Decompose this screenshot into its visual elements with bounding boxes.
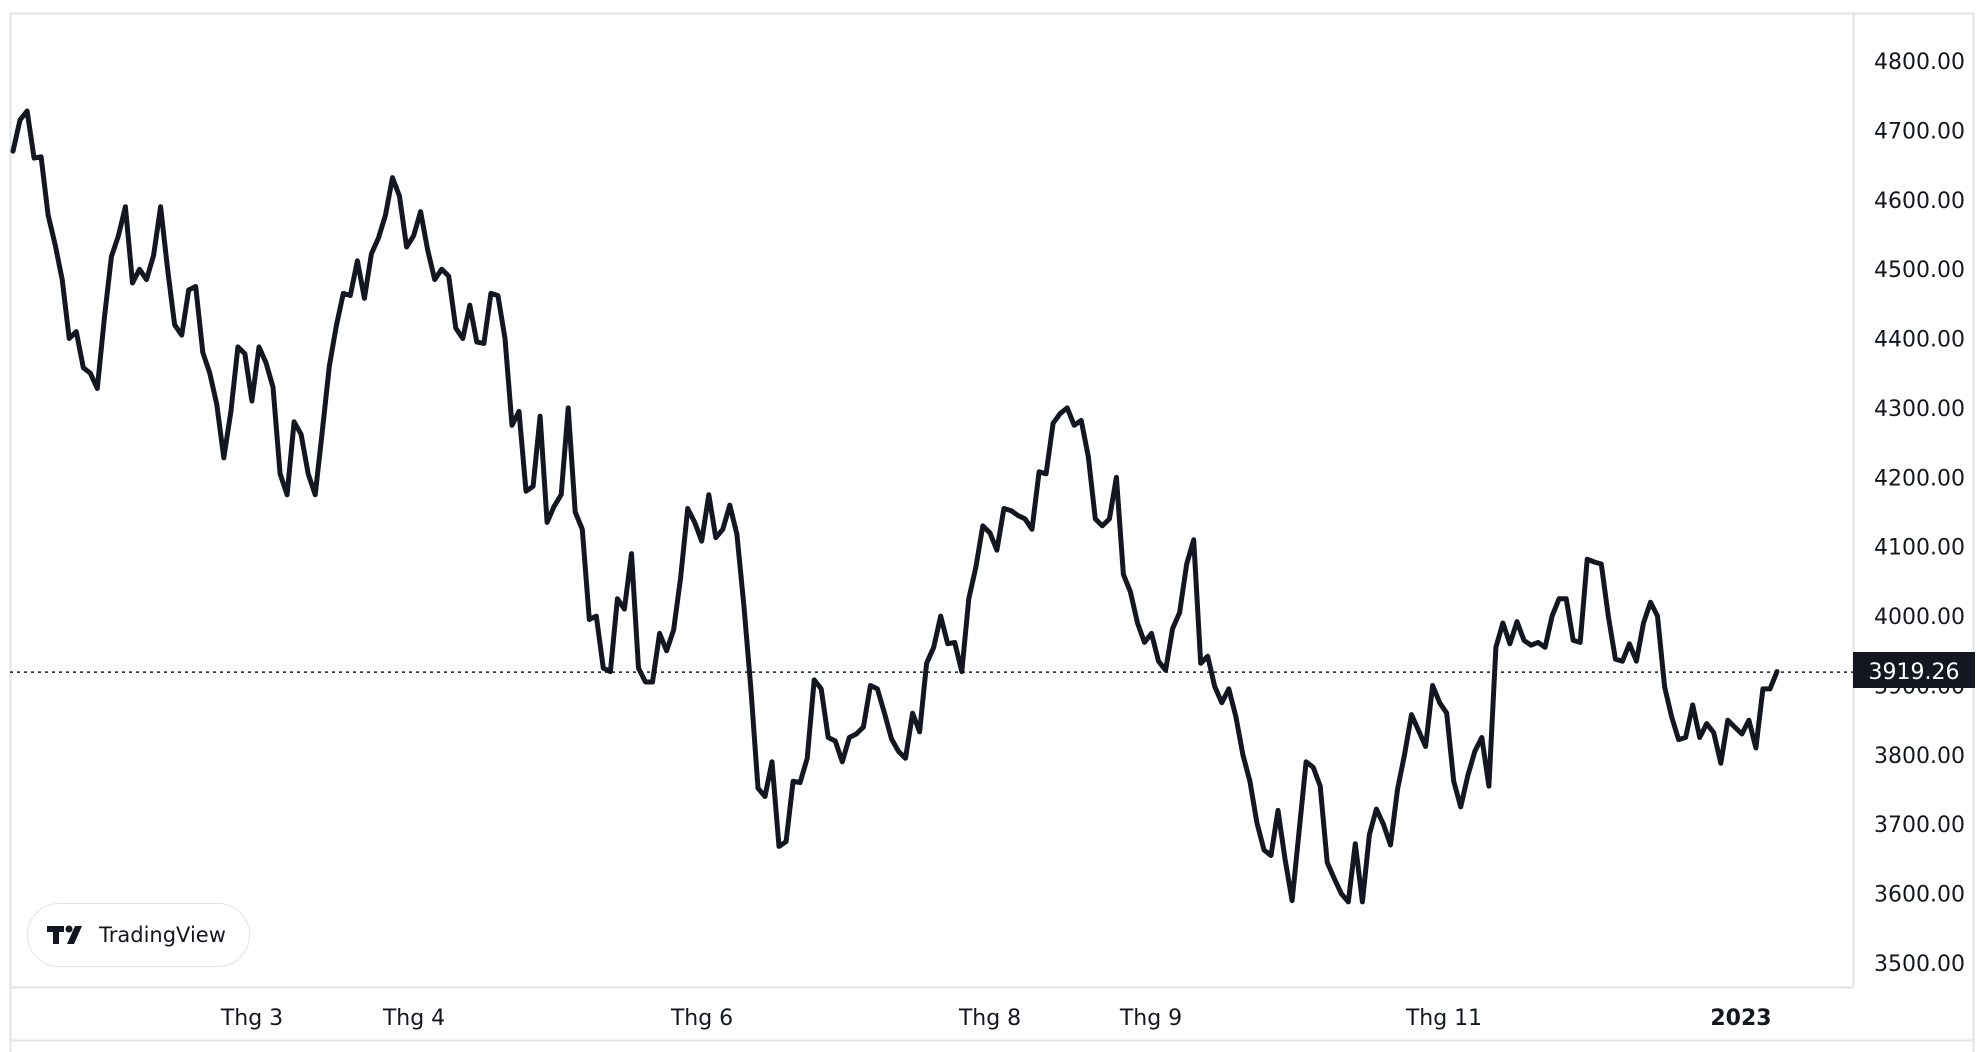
y-tick-label: 4300.00 — [1874, 397, 1965, 422]
tradingview-logo-icon — [47, 925, 82, 944]
x-tick-label: Thg 11 — [1405, 1006, 1482, 1031]
y-tick-label: 4400.00 — [1874, 328, 1965, 353]
y-tick-label: 4600.00 — [1874, 189, 1965, 214]
y-tick-label: 4100.00 — [1874, 536, 1965, 561]
price-line-series — [10, 108, 1780, 905]
y-tick-label: 3600.00 — [1874, 883, 1965, 908]
y-tick-label: 4000.00 — [1874, 605, 1965, 630]
time-axis[interactable]: Thg 3 Thg 4 Thg 6 Thg 8 Thg 9 Thg 11 2023 — [220, 1006, 1772, 1031]
x-tick-label: Thg 3 — [220, 1006, 283, 1031]
y-tick-label: 4800.00 — [1874, 50, 1965, 75]
tradingview-badge[interactable]: TradingView — [27, 903, 250, 967]
last-price-label-bg — [1853, 652, 1975, 688]
tradingview-brand-name: TradingView — [99, 923, 226, 947]
y-tick-label: 4500.00 — [1874, 258, 1965, 283]
x-tick-label: Thg 9 — [1119, 1006, 1182, 1031]
y-tick-label: 3700.00 — [1874, 813, 1965, 838]
x-tick-label: 2023 — [1710, 1006, 1771, 1031]
plot-area[interactable] — [10, 108, 1853, 905]
price-axis[interactable]: 4800.00 4700.00 4600.00 4500.00 4400.00 4300.… — [1874, 50, 1965, 977]
y-tick-label: 3500.00 — [1874, 952, 1965, 977]
y-tick-label: 4200.00 — [1874, 466, 1965, 491]
y-tick-label: 3800.00 — [1874, 744, 1965, 769]
last-price-marker: 3919.26 — [1853, 652, 1975, 688]
y-tick-label: 4700.00 — [1874, 119, 1965, 144]
last-price-label: 3919.26 — [1869, 660, 1960, 685]
x-tick-label: Thg 4 — [382, 1006, 445, 1031]
x-tick-label: Thg 6 — [670, 1006, 733, 1031]
x-tick-label: Thg 8 — [958, 1006, 1021, 1031]
outer-border — [9, 12, 1975, 1052]
